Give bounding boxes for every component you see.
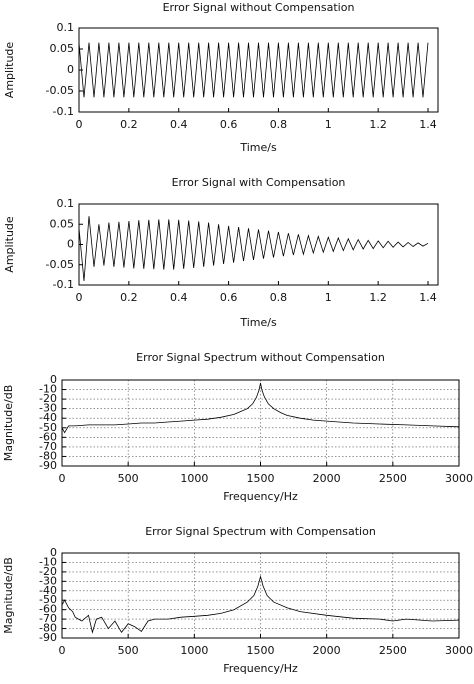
y-tick-label: 0 (50, 373, 57, 386)
y-tick-label: 0.1 (57, 21, 75, 34)
y-tick-label: -80 (39, 622, 57, 635)
y-tick-label: -20 (39, 392, 57, 405)
y-axis-label: Amplitude (3, 216, 16, 273)
x-axis-label: Frequency/Hz (223, 490, 298, 503)
x-tick-label: 500 (118, 644, 139, 657)
x-tick-label: 0.6 (220, 118, 238, 131)
plot-frame (61, 379, 460, 467)
x-tick-label: 1.2 (369, 118, 387, 131)
chart-title: Error Signal Spectrum with Compensation (145, 525, 376, 538)
x-tick-label: 0.2 (120, 118, 138, 131)
x-tick-label: 0.2 (120, 291, 138, 304)
plot-frame (78, 27, 439, 113)
y-tick-label: -90 (39, 459, 57, 472)
y-tick-label: -0.1 (53, 105, 74, 118)
y-tick-label: -90 (39, 631, 57, 644)
x-tick-label: 2000 (313, 644, 341, 657)
x-tick-label: 0.6 (220, 291, 238, 304)
y-tick-label: -80 (39, 449, 57, 462)
x-axis-label: Time/s (239, 141, 277, 154)
y-tick-label: -30 (39, 402, 57, 415)
x-tick-label: 0 (59, 472, 66, 485)
y-tick-label: 0 (67, 63, 74, 76)
x-tick-label: 0 (59, 644, 66, 657)
signal-line (61, 575, 460, 634)
y-tick-label: 0 (67, 238, 74, 251)
x-tick-label: 2500 (379, 472, 407, 485)
x-tick-label: 0 (76, 118, 83, 131)
x-tick-label: 0 (76, 291, 83, 304)
x-tick-label: 1 (325, 118, 332, 131)
y-tick-label: -50 (39, 593, 57, 606)
x-tick-label: 1500 (247, 472, 275, 485)
y-tick-label: -20 (39, 565, 57, 578)
plot-frame (78, 203, 439, 286)
y-tick-label: -0.1 (53, 278, 74, 291)
y-tick-label: -0.05 (46, 258, 74, 271)
x-tick-label: 1.2 (369, 291, 387, 304)
x-tick-label: 2500 (379, 644, 407, 657)
x-axis-label: Time/s (239, 316, 277, 329)
y-tick-label: -10 (39, 555, 57, 568)
x-tick-label: 1500 (247, 644, 275, 657)
x-tick-label: 2000 (313, 472, 341, 485)
y-tick-label: -40 (39, 584, 57, 597)
y-tick-label: -50 (39, 421, 57, 434)
y-tick-label: 0.1 (57, 197, 75, 210)
y-tick-label: -70 (39, 612, 57, 625)
x-tick-label: 1000 (180, 644, 208, 657)
y-tick-label: 0.05 (50, 217, 75, 230)
plot-frame (61, 552, 460, 639)
y-tick-label: -30 (39, 574, 57, 587)
chart-title: Error Signal Spectrum without Compensati… (136, 351, 385, 364)
x-tick-label: 1 (325, 291, 332, 304)
x-tick-label: 1.4 (419, 291, 437, 304)
chart-title: Error Signal with Compensation (172, 176, 346, 189)
x-tick-label: 1000 (180, 472, 208, 485)
y-tick-label: -0.05 (46, 84, 74, 97)
y-tick-label: -40 (39, 411, 57, 424)
y-tick-label: -60 (39, 603, 57, 616)
y-tick-label: 0.05 (50, 42, 75, 55)
x-tick-label: 0.4 (170, 118, 188, 131)
y-tick-label: 0 (50, 546, 57, 559)
chart-title: Error Signal without Compensation (163, 1, 355, 14)
signal-line (78, 216, 429, 281)
x-tick-label: 3000 (445, 644, 473, 657)
y-tick-label: -60 (39, 430, 57, 443)
x-axis-label: Frequency/Hz (223, 662, 298, 675)
y-tick-label: -70 (39, 440, 57, 453)
y-axis-label: Magnitude/dB (2, 557, 15, 634)
x-tick-label: 0.8 (270, 118, 288, 131)
signal-line (61, 382, 460, 434)
x-tick-label: 0.8 (270, 291, 288, 304)
x-tick-label: 1.4 (419, 118, 437, 131)
y-axis-label: Amplitude (3, 42, 16, 99)
y-axis-label: Magnitude/dB (2, 385, 15, 462)
x-tick-label: 500 (118, 472, 139, 485)
signal-line (78, 42, 429, 98)
x-tick-label: 3000 (445, 472, 473, 485)
x-tick-label: 0.4 (170, 291, 188, 304)
y-tick-label: -10 (39, 383, 57, 396)
